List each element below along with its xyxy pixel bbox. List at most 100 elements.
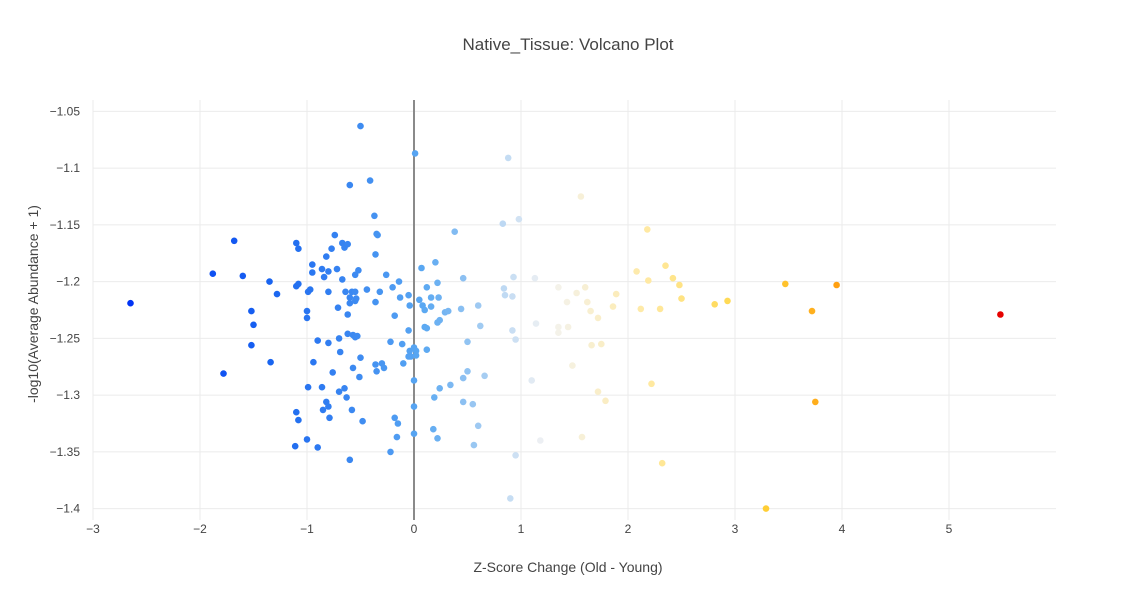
x-tick-label: 3 [732, 522, 739, 536]
data-point [359, 417, 366, 425]
data-point [464, 338, 471, 346]
data-point [669, 274, 677, 282]
data-point [644, 226, 651, 233]
data-point [273, 290, 281, 298]
data-point [266, 278, 273, 285]
data-point [267, 358, 274, 366]
data-point [248, 307, 255, 315]
data-point [389, 284, 396, 291]
data-point [293, 408, 300, 416]
data-point [410, 430, 418, 438]
data-points [127, 122, 1004, 512]
x-tick-labels: −3 −2 −1 0 1 2 3 4 5 [86, 522, 953, 536]
data-point [481, 372, 488, 380]
data-point [782, 280, 789, 288]
data-point [724, 297, 731, 305]
data-point [474, 302, 482, 309]
data-point [323, 253, 330, 260]
data-point [366, 177, 374, 184]
data-point [291, 442, 299, 450]
data-point [512, 336, 519, 343]
data-point [507, 495, 514, 502]
data-point [406, 302, 414, 309]
data-point [500, 285, 508, 292]
data-point [396, 294, 404, 301]
data-point [309, 269, 316, 276]
data-point [394, 420, 402, 427]
data-point [421, 306, 429, 314]
data-point [578, 433, 586, 441]
data-point [678, 295, 685, 302]
data-point [407, 353, 415, 360]
data-point [335, 388, 343, 396]
data-point [314, 337, 322, 344]
data-point [594, 388, 602, 396]
data-point [334, 304, 342, 312]
data-point [325, 288, 332, 296]
data-point [410, 377, 418, 384]
data-point [387, 448, 394, 456]
data-point [997, 311, 1004, 318]
data-point [335, 335, 343, 342]
y-tick-label: −1.3 [56, 388, 80, 402]
y-tick-label: −1.15 [50, 218, 81, 232]
data-point [423, 324, 431, 332]
data-point [594, 314, 602, 322]
data-point [325, 403, 332, 410]
data-point [372, 251, 379, 258]
x-tick-label: 2 [625, 522, 632, 536]
data-point [393, 433, 401, 441]
data-point [602, 397, 609, 405]
data-point [304, 288, 312, 296]
data-point [612, 290, 620, 298]
data-point [410, 403, 418, 410]
data-point [230, 237, 238, 245]
y-tick-label: −1.4 [56, 502, 80, 516]
data-point [662, 262, 669, 270]
data-point [303, 436, 311, 443]
data-point [387, 338, 394, 346]
x-tick-label: 1 [518, 522, 525, 536]
data-point [412, 347, 420, 355]
data-point [658, 459, 666, 467]
data-point [431, 394, 438, 401]
data-point [382, 271, 390, 279]
data-point [304, 383, 312, 391]
data-point [436, 385, 444, 392]
data-point [328, 245, 335, 252]
data-point [314, 444, 322, 451]
data-point [504, 154, 512, 162]
data-point [423, 346, 431, 354]
data-point [499, 220, 507, 227]
data-point [416, 296, 423, 304]
data-point [762, 505, 770, 512]
data-point [391, 312, 399, 320]
data-point [376, 288, 384, 296]
data-point [346, 299, 354, 307]
x-tick-label: −1 [300, 522, 314, 536]
data-point [512, 452, 519, 459]
x-tick-label: 0 [411, 522, 418, 536]
data-point [329, 369, 337, 376]
data-point [295, 245, 302, 252]
data-point [326, 414, 333, 422]
data-point [434, 279, 441, 287]
data-point [248, 341, 255, 349]
data-point [588, 341, 595, 349]
data-point [352, 295, 360, 302]
data-point [427, 294, 435, 301]
data-point [331, 231, 339, 239]
y-tick-label: −1.05 [50, 104, 81, 118]
data-point [577, 193, 585, 200]
data-point [295, 280, 302, 288]
data-point [564, 323, 572, 331]
data-point [434, 319, 441, 326]
data-point [808, 307, 816, 315]
data-point [250, 321, 257, 329]
data-point [344, 330, 352, 338]
data-point [303, 314, 311, 322]
data-point [333, 265, 341, 273]
data-point [459, 398, 467, 406]
data-point [645, 277, 652, 284]
